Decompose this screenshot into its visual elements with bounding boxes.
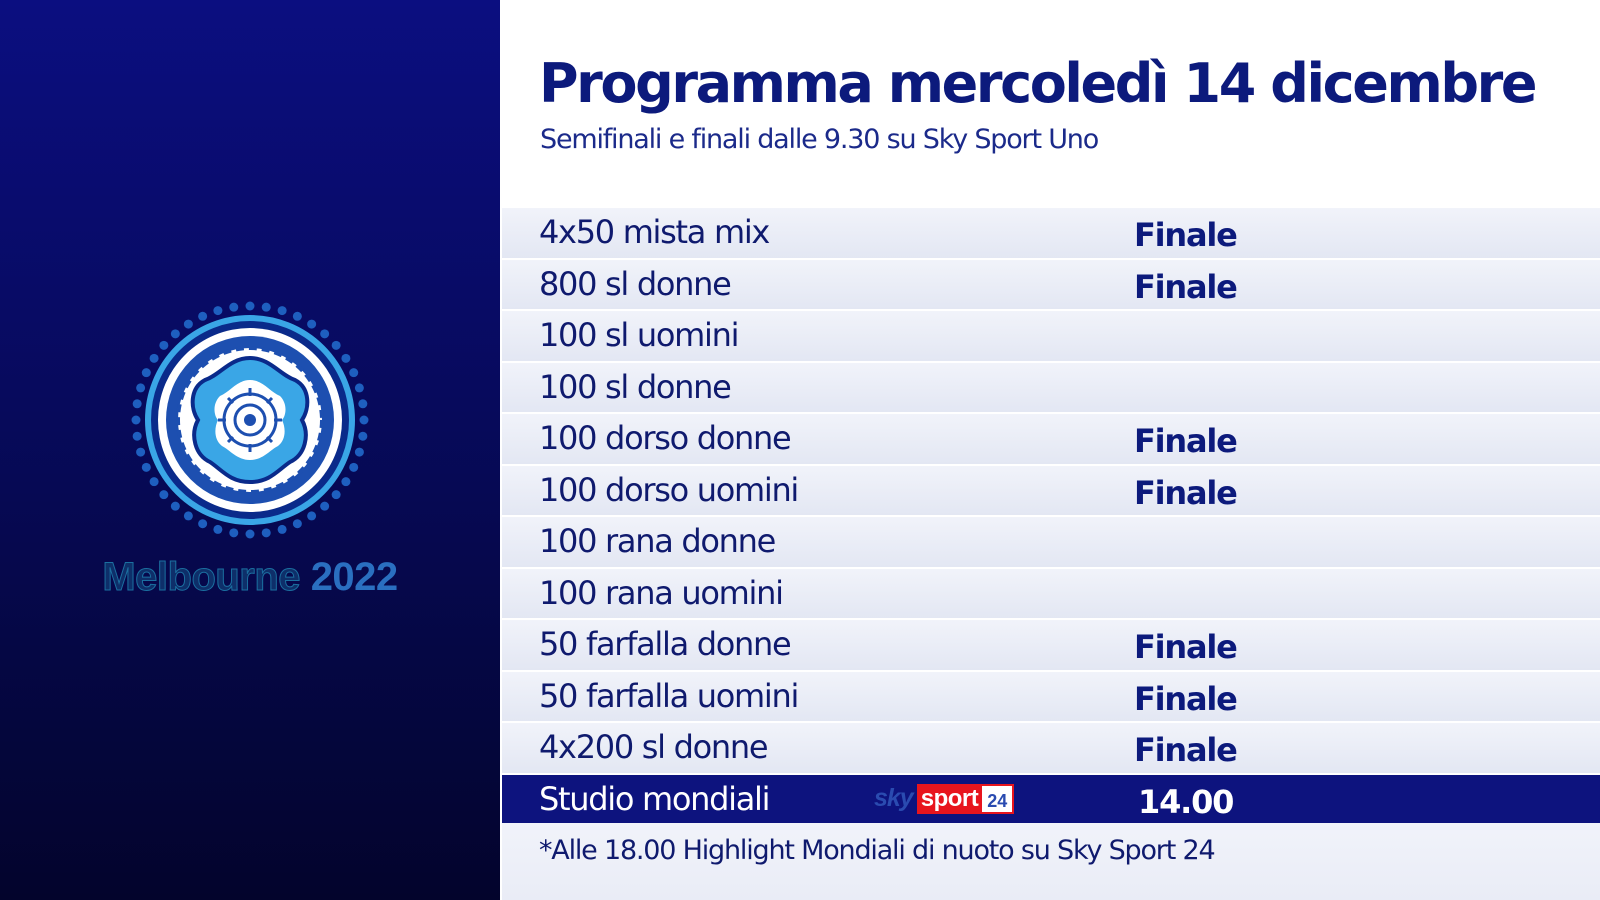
event-name: 4x50 mista mix bbox=[539, 213, 770, 251]
event-stage: Finale bbox=[1134, 422, 1238, 460]
schedule-row: 100 dorso uomini Finale bbox=[502, 465, 1600, 515]
event-name: 100 rana uomini bbox=[539, 573, 784, 612]
emblem-city: Melbourne bbox=[102, 555, 301, 600]
event-name: 4x200 sl donne bbox=[539, 728, 769, 766]
schedule-row: 100 dorso donne Finale bbox=[502, 414, 1600, 464]
schedule-row: 100 rana donne bbox=[502, 517, 1600, 567]
schedule-row: 4x50 mista mix Finale bbox=[502, 208, 1600, 258]
schedule-row: 100 rana uomini bbox=[502, 568, 1600, 618]
footnote-bar: *Alle 18.00 Highlight Mondiali di nuoto … bbox=[502, 823, 1600, 900]
emblem-year: 2022 bbox=[310, 555, 398, 599]
emblem-caption: Melbourne 2022 bbox=[0, 555, 500, 600]
sky-logo-text: sky bbox=[874, 784, 914, 812]
melbourne-2022-emblem-icon bbox=[131, 301, 369, 539]
event-stage: Finale bbox=[1134, 473, 1238, 512]
event-name: 50 farfalla donne bbox=[539, 625, 792, 663]
page-title: Programma mercoledì 14 dicembre bbox=[539, 52, 1537, 115]
schedule-row: 4x200 sl donne Finale bbox=[502, 723, 1600, 773]
schedule-row: 100 sl donne bbox=[502, 362, 1600, 412]
event-name: 100 dorso uomini bbox=[539, 470, 799, 509]
event-name: 50 farfalla uomini bbox=[539, 676, 799, 715]
left-panel: Melbourne 2022 bbox=[0, 0, 500, 900]
schedule-row: 100 sl uomini bbox=[502, 311, 1600, 361]
event-name: 100 sl uomini bbox=[539, 316, 739, 354]
footnote: *Alle 18.00 Highlight Mondiali di nuoto … bbox=[539, 835, 1216, 866]
sport-logo-text: sport bbox=[916, 783, 983, 814]
event-stage: Finale bbox=[1134, 267, 1238, 306]
right-panel: Programma mercoledì 14 dicembre Semifina… bbox=[500, 0, 1600, 900]
channel-number: 24 bbox=[982, 783, 1015, 814]
schedule-row: 800 sl donne Finale bbox=[502, 259, 1600, 309]
studio-event-name: Studio mondiali bbox=[539, 779, 771, 818]
page-subtitle: Semifinali e finali dalle 9.30 su Sky Sp… bbox=[540, 124, 1099, 155]
schedule-row: 50 farfalla donne Finale bbox=[502, 620, 1600, 670]
schedule-row: 50 farfalla uomini Finale bbox=[502, 671, 1600, 721]
event-stage: Finale bbox=[1134, 628, 1238, 666]
sky-sport-24-logo-icon: sky sport 24 bbox=[874, 783, 1015, 814]
studio-row: Studio mondiali sky sport 24 14.00 bbox=[502, 774, 1600, 823]
event-name: 100 dorso donne bbox=[539, 419, 792, 457]
event-stage: Finale bbox=[1134, 216, 1238, 254]
event-name: 100 sl donne bbox=[539, 367, 732, 406]
event-name: 100 rana donne bbox=[539, 522, 776, 560]
event-stage: Finale bbox=[1134, 731, 1238, 769]
studio-time: 14.00 bbox=[1138, 782, 1234, 821]
schedule-table: 4x50 mista mix Finale 800 sl donne Finale 10… bbox=[502, 208, 1600, 825]
event-name: 800 sl donne bbox=[539, 264, 732, 303]
event-stage: Finale bbox=[1134, 679, 1238, 718]
